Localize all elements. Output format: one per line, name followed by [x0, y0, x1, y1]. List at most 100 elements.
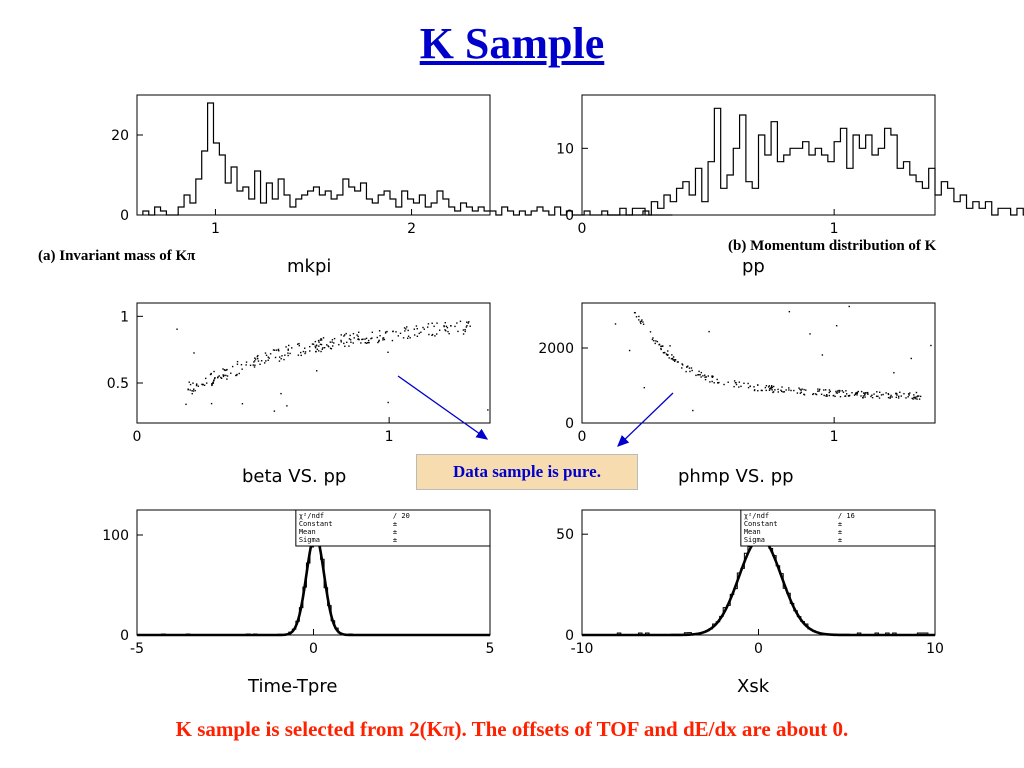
scatter-point [823, 394, 825, 397]
scatter-point [765, 389, 767, 392]
scatter-point [308, 345, 311, 348]
scatter-point [204, 377, 207, 380]
scatter-point [465, 326, 468, 328]
scatter-point [912, 398, 914, 400]
scatter-point [431, 322, 433, 324]
scatter-point [192, 390, 195, 392]
scatter-point [768, 385, 771, 387]
scatter-point [685, 370, 687, 373]
scatter-point [343, 335, 345, 337]
scatter-point [431, 334, 433, 337]
stats-value: / 20 [393, 512, 410, 520]
scatter-point [340, 341, 342, 343]
scatter-point [457, 330, 459, 333]
scatter-point [236, 360, 239, 363]
plot-frame [581, 94, 936, 216]
scatter-point [226, 378, 228, 380]
scatter-point [323, 346, 326, 349]
scatter-point [863, 392, 865, 394]
scatter-point [367, 341, 369, 344]
scatter-point [211, 383, 213, 386]
scatter-point [426, 326, 429, 328]
scatter-point [230, 372, 232, 374]
scatter-point [209, 373, 212, 376]
scatter-point [469, 325, 471, 327]
scatter-point [329, 347, 332, 350]
scatter-point [206, 382, 208, 384]
scatter-point [790, 389, 792, 392]
scatter-point [854, 393, 857, 395]
scatter-point [431, 333, 434, 336]
scatter-point [340, 339, 342, 342]
scatter-point [245, 361, 248, 363]
scatter-point [273, 410, 276, 412]
beta-scatter-svg: 0 10.51 [107, 302, 491, 445]
x-tick-label: 0 [578, 221, 587, 237]
histogram-series [582, 533, 935, 636]
scatter-point [436, 322, 438, 324]
scatter-point [188, 381, 190, 383]
scatter-point [671, 357, 674, 360]
scatter-point [690, 367, 693, 369]
scatter-point [222, 368, 224, 370]
scatter-point [264, 352, 267, 354]
scatter-point [218, 375, 220, 377]
stats-value: ± [393, 528, 397, 536]
scatter-point [316, 370, 318, 372]
scatter-point [836, 392, 839, 394]
x-tick-label: 1 [211, 221, 220, 237]
scatter-point [887, 392, 890, 395]
scatter-point [382, 337, 385, 339]
scatter-point [916, 398, 918, 400]
scatter-point [274, 349, 276, 351]
chart-phmp-vs-pp: 0 1 0 2000 [505, 298, 945, 448]
scatter-point [213, 377, 216, 380]
y-tick-label: 0 [565, 208, 574, 224]
scatter-point [300, 354, 302, 357]
scatter-point [673, 360, 676, 362]
scatter-point [195, 383, 198, 386]
scatter-point [697, 373, 700, 376]
scatter-point [235, 374, 238, 376]
scatter-point [223, 374, 225, 377]
stats-value: ± [393, 536, 397, 544]
scatter-point [315, 350, 317, 353]
scatter-point [267, 356, 269, 358]
scatter-point [702, 375, 704, 377]
scatter-point [882, 393, 884, 396]
scatter-point [667, 350, 669, 352]
scatter-point [815, 393, 818, 396]
scatter-point [655, 340, 657, 342]
scatter-point [349, 334, 351, 337]
scatter-point [841, 390, 843, 392]
scatter-point [304, 351, 307, 353]
scatter-point [681, 363, 683, 365]
scatter-point [201, 383, 203, 386]
scatter-point [241, 403, 244, 405]
scatter-point [443, 325, 445, 328]
scatter-point [329, 341, 332, 343]
scatter-point [788, 310, 791, 313]
scatter-point [836, 390, 839, 392]
scatter-point [212, 381, 214, 384]
scatter-point [211, 384, 213, 387]
scatter-point [302, 350, 305, 353]
scatter-point [738, 381, 741, 383]
scatter-point [254, 357, 256, 359]
scatter-point [404, 330, 406, 332]
scatter-point [213, 370, 215, 373]
scatter-point [464, 330, 466, 333]
scatter-point [909, 392, 911, 394]
scatter-point [842, 391, 845, 393]
xlabel-time-tpre: Time-Tpre [248, 676, 338, 697]
scatter-point [642, 323, 645, 326]
scatter-point [235, 374, 237, 377]
scatter-point [805, 389, 807, 391]
stats-label: χ²/ndf [299, 512, 324, 520]
scatter-point [316, 348, 319, 350]
scatter-point [462, 333, 465, 335]
caption-invariant-mass: (a) Invariant mass of Kπ [38, 248, 196, 264]
scatter-point [318, 350, 320, 352]
scatter-point [877, 395, 879, 398]
scatter-point [413, 334, 416, 336]
